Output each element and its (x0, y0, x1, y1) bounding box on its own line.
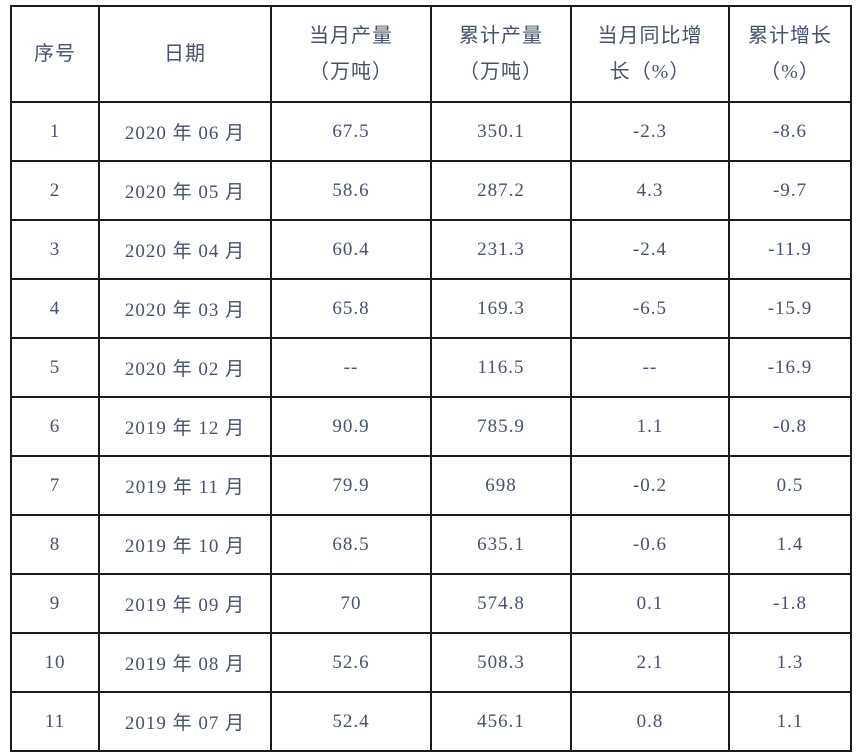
production-table: 序号 日期 当月产量 （万吨） 累计产量 （万吨） 当月同比增 长（%） 累计增长 （%） 1 20… (10, 5, 852, 752)
cell-cumulative-output: 785.9 (430, 396, 572, 457)
column-header-line: 当月同比增 (597, 25, 703, 47)
cell-monthly-output: 52.4 (270, 691, 432, 752)
cell-monthly-output: 67.5 (270, 101, 432, 162)
cell-cumulative-growth: -8.6 (728, 101, 852, 162)
cell-date: 2020 年 03 月 (98, 278, 272, 339)
column-header-line: 长（%） (609, 61, 691, 83)
column-header-line: （万吨） (459, 61, 543, 83)
cell-monthly-output: 70 (270, 573, 432, 634)
cell-monthly-output: 58.6 (270, 160, 432, 221)
cell-index: 1 (10, 101, 100, 162)
cell-cumulative-growth: -0.8 (728, 396, 852, 457)
cell-cumulative-growth: 1.1 (728, 691, 852, 752)
table-row: 8 2019 年 10 月 68.5 635.1 -0.6 1.4 (10, 514, 852, 575)
cell-cumulative-output: 169.3 (430, 278, 572, 339)
cell-monthly-output: 90.9 (270, 396, 432, 457)
cell-monthly-yoy-growth: 0.8 (570, 691, 730, 752)
cell-monthly-yoy-growth: 1.1 (570, 396, 730, 457)
cell-monthly-yoy-growth: -2.4 (570, 219, 730, 280)
cell-monthly-yoy-growth: -- (570, 337, 730, 398)
cell-index: 4 (10, 278, 100, 339)
cell-date: 2020 年 05 月 (98, 160, 272, 221)
cell-cumulative-output: 116.5 (430, 337, 572, 398)
cell-index: 8 (10, 514, 100, 575)
cell-monthly-output: 68.5 (270, 514, 432, 575)
table-row: 11 2019 年 07 月 52.4 456.1 0.8 1.1 (10, 691, 852, 752)
cell-index: 7 (10, 455, 100, 516)
column-header-monthly-yoy-growth: 当月同比增长（%） (570, 5, 730, 103)
cell-index: 5 (10, 337, 100, 398)
cell-cumulative-growth: 1.3 (728, 632, 852, 693)
column-header-monthly-output: 当月产量 （万吨） (270, 5, 432, 103)
cell-cumulative-growth: -16.9 (728, 337, 852, 398)
column-header-line: 序号 (34, 43, 76, 65)
column-header-cumulative-output: 累计产量 （万吨） (430, 5, 572, 103)
cell-monthly-yoy-growth: 2.1 (570, 632, 730, 693)
table-row: 1 2020 年 06 月 67.5 350.1 -2.3 -8.6 (10, 101, 852, 162)
cell-date: 2019 年 07 月 (98, 691, 272, 752)
cell-index: 6 (10, 396, 100, 457)
cell-index: 2 (10, 160, 100, 221)
cell-date: 2019 年 12 月 (98, 396, 272, 457)
table-row: 4 2020 年 03 月 65.8 169.3 -6.5 -15.9 (10, 278, 852, 339)
cell-monthly-output: -- (270, 337, 432, 398)
cell-date: 2020 年 02 月 (98, 337, 272, 398)
table-row: 5 2020 年 02 月 -- 116.5 -- -16.9 (10, 337, 852, 398)
cell-date: 2019 年 08 月 (98, 632, 272, 693)
cell-date: 2019 年 11 月 (98, 455, 272, 516)
cell-cumulative-growth: 0.5 (728, 455, 852, 516)
column-header-index: 序号 (10, 5, 100, 103)
cell-monthly-output: 79.9 (270, 455, 432, 516)
cell-monthly-output: 52.6 (270, 632, 432, 693)
cell-cumulative-output: 350.1 (430, 101, 572, 162)
table-row: 7 2019 年 11 月 79.9 698 -0.2 0.5 (10, 455, 852, 516)
cell-monthly-yoy-growth: -6.5 (570, 278, 730, 339)
table-row: 9 2019 年 09 月 70 574.8 0.1 -1.8 (10, 573, 852, 634)
column-header-line: 累计增长 (748, 25, 832, 47)
column-header-date: 日期 (98, 5, 272, 103)
cell-cumulative-growth: -9.7 (728, 160, 852, 221)
column-header-line: 当月产量 (309, 25, 393, 47)
cell-cumulative-output: 635.1 (430, 514, 572, 575)
cell-monthly-output: 60.4 (270, 219, 432, 280)
cell-cumulative-growth: -1.8 (728, 573, 852, 634)
table-body: 1 2020 年 06 月 67.5 350.1 -2.3 -8.6 2 2020 年 05 … (10, 101, 852, 752)
table-row: 6 2019 年 12 月 90.9 785.9 1.1 -0.8 (10, 396, 852, 457)
cell-monthly-yoy-growth: -0.2 (570, 455, 730, 516)
cell-monthly-output: 65.8 (270, 278, 432, 339)
cell-monthly-yoy-growth: -0.6 (570, 514, 730, 575)
cell-cumulative-output: 231.3 (430, 219, 572, 280)
column-header-line: （万吨） (309, 61, 393, 83)
column-header-line: （%） (760, 61, 820, 83)
cell-cumulative-output: 287.2 (430, 160, 572, 221)
table-row: 2 2020 年 05 月 58.6 287.2 4.3 -9.7 (10, 160, 852, 221)
cell-index: 9 (10, 573, 100, 634)
cell-cumulative-growth: 1.4 (728, 514, 852, 575)
cell-date: 2020 年 04 月 (98, 219, 272, 280)
cell-cumulative-output: 508.3 (430, 632, 572, 693)
cell-monthly-yoy-growth: -2.3 (570, 101, 730, 162)
cell-index: 11 (10, 691, 100, 752)
cell-cumulative-growth: -11.9 (728, 219, 852, 280)
column-header-line: 日期 (164, 43, 206, 65)
column-header-cumulative-growth: 累计增长 （%） (728, 5, 852, 103)
cell-cumulative-output: 574.8 (430, 573, 572, 634)
cell-index: 3 (10, 219, 100, 280)
cell-date: 2019 年 09 月 (98, 573, 272, 634)
column-header-line: 累计产量 (459, 25, 543, 47)
cell-date: 2020 年 06 月 (98, 101, 272, 162)
cell-date: 2019 年 10 月 (98, 514, 272, 575)
header-row: 序号 日期 当月产量 （万吨） 累计产量 （万吨） 当月同比增长（%） 累计增长 （%） (10, 5, 852, 103)
cell-monthly-yoy-growth: 0.1 (570, 573, 730, 634)
table-header: 序号 日期 当月产量 （万吨） 累计产量 （万吨） 当月同比增长（%） 累计增长 （%） (10, 5, 852, 103)
cell-index: 10 (10, 632, 100, 693)
cell-monthly-yoy-growth: 4.3 (570, 160, 730, 221)
table-row: 3 2020 年 04 月 60.4 231.3 -2.4 -11.9 (10, 219, 852, 280)
cell-cumulative-growth: -15.9 (728, 278, 852, 339)
table-row: 10 2019 年 08 月 52.6 508.3 2.1 1.3 (10, 632, 852, 693)
cell-cumulative-output: 698 (430, 455, 572, 516)
cell-cumulative-output: 456.1 (430, 691, 572, 752)
